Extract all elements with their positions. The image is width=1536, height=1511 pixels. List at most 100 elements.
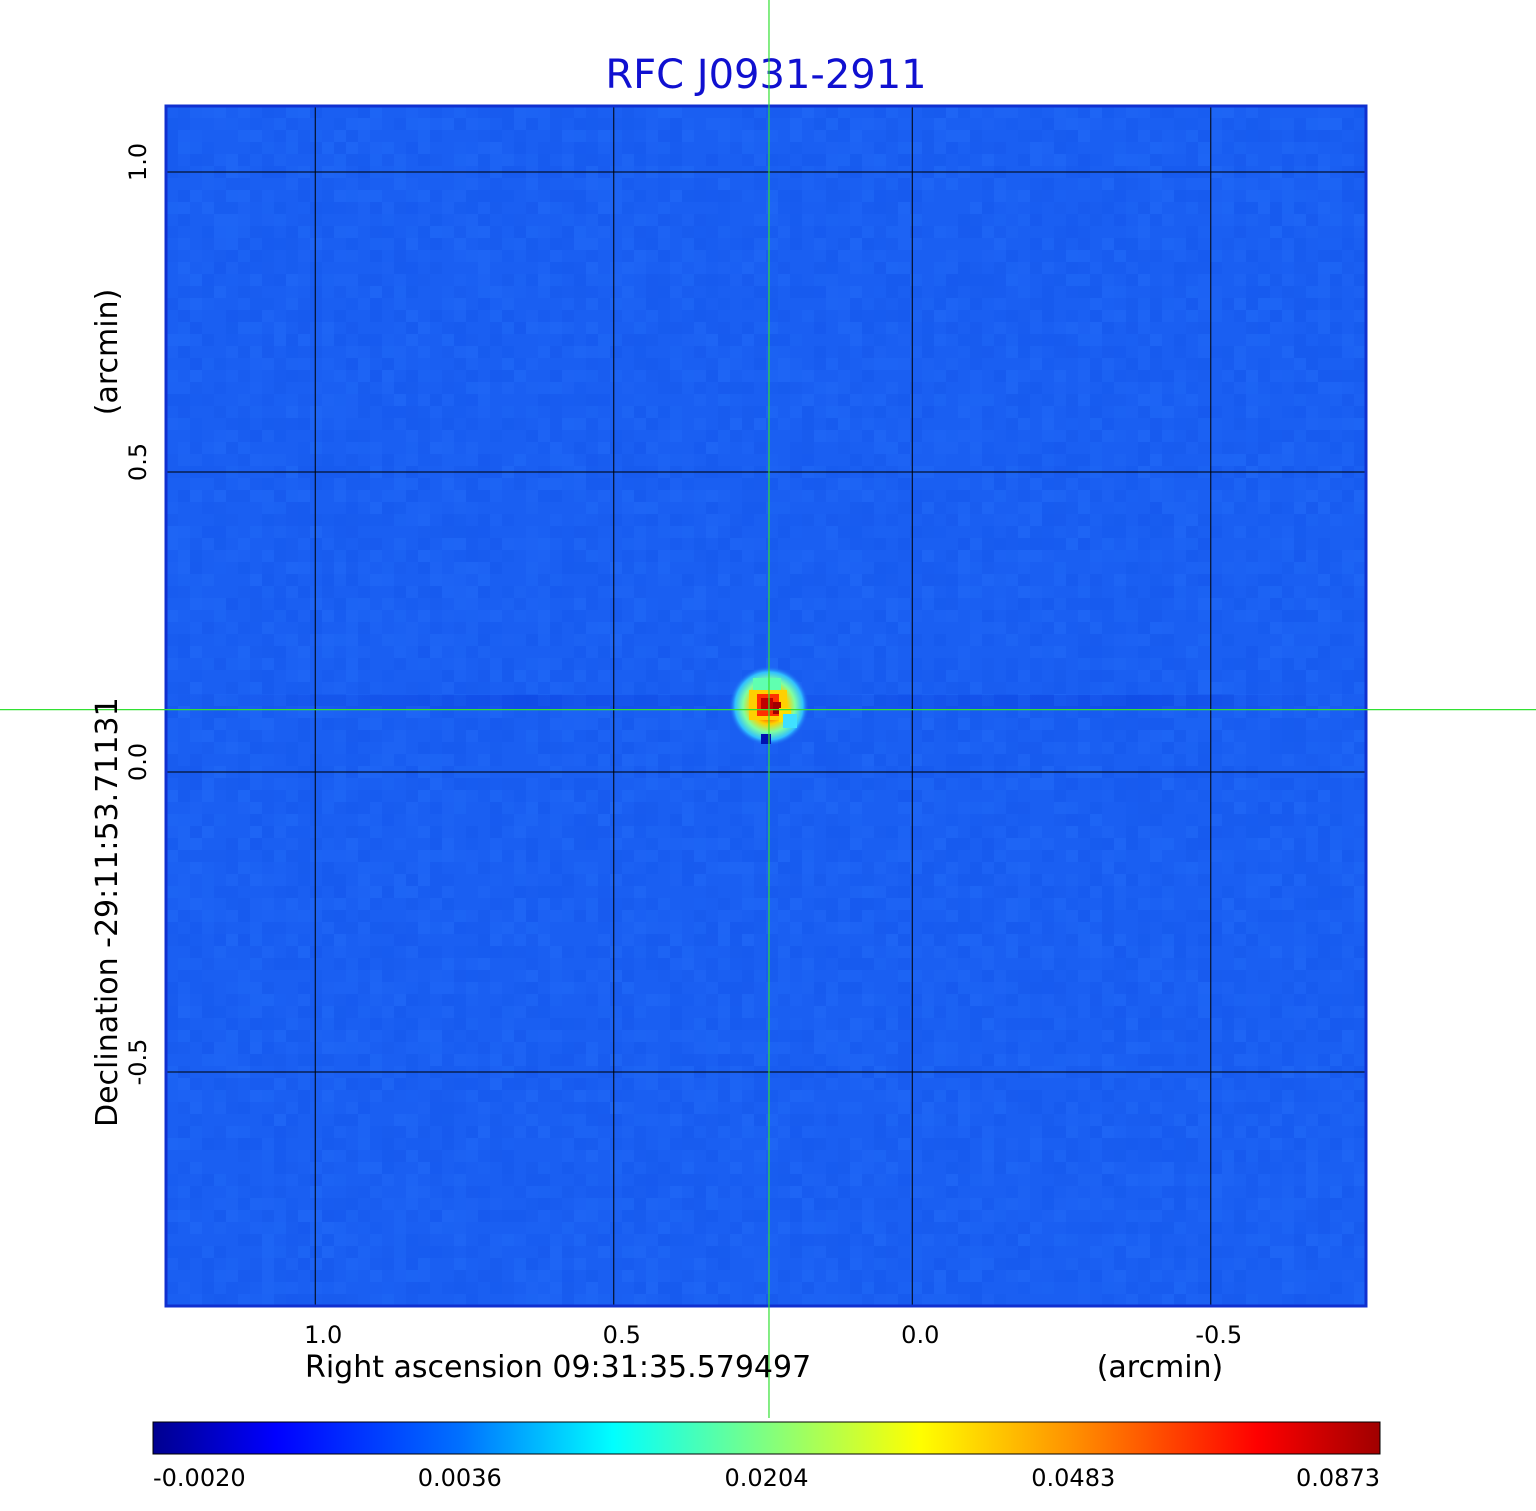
noise-cell [1282, 562, 1294, 574]
noise-cell [310, 130, 322, 142]
noise-cell [526, 898, 538, 910]
noise-cell [646, 550, 658, 562]
noise-cell [826, 178, 838, 190]
noise-cell [646, 850, 658, 862]
noise-cell [1042, 718, 1054, 730]
noise-cell [1342, 274, 1354, 286]
noise-cell [1162, 190, 1174, 202]
noise-cell [1222, 106, 1234, 118]
noise-cell [454, 334, 466, 346]
noise-cell [166, 658, 178, 670]
noise-cell [178, 394, 190, 406]
noise-cell [682, 754, 694, 766]
noise-cell [658, 658, 670, 670]
noise-cell [934, 382, 946, 394]
noise-cell [466, 442, 478, 454]
noise-cell [166, 718, 178, 730]
noise-cell [574, 802, 586, 814]
noise-cell [226, 982, 238, 994]
noise-cell [862, 322, 874, 334]
noise-cell [826, 286, 838, 298]
noise-cell [910, 346, 922, 358]
noise-cell [190, 622, 202, 634]
noise-cell [1222, 586, 1234, 598]
noise-cell [1018, 982, 1030, 994]
noise-cell [1354, 610, 1366, 622]
noise-cell [286, 286, 298, 298]
noise-cell [1090, 910, 1102, 922]
noise-cell [1042, 394, 1054, 406]
noise-cell [358, 922, 370, 934]
noise-cell [1210, 922, 1222, 934]
noise-cell [322, 322, 334, 334]
noise-cell [322, 274, 334, 286]
noise-cell [538, 994, 550, 1006]
noise-cell [850, 454, 862, 466]
noise-cell [262, 634, 274, 646]
noise-cell [946, 130, 958, 142]
noise-cell [1318, 790, 1330, 802]
noise-cell [598, 238, 610, 250]
noise-cell [1306, 1006, 1318, 1018]
noise-cell [370, 718, 382, 730]
noise-cell [490, 238, 502, 250]
noise-cell [766, 370, 778, 382]
noise-cell [1270, 874, 1282, 886]
noise-cell [490, 106, 502, 118]
noise-cell [1234, 130, 1246, 142]
noise-cell [490, 178, 502, 190]
noise-cell [1030, 838, 1042, 850]
noise-cell [1174, 658, 1186, 670]
noise-cell [1354, 310, 1366, 322]
noise-cell [730, 418, 742, 430]
noise-cell [574, 838, 586, 850]
noise-cell [370, 286, 382, 298]
noise-cell [346, 406, 358, 418]
noise-cell [382, 346, 394, 358]
noise-cell [178, 934, 190, 946]
noise-cell [622, 814, 634, 826]
noise-cell [862, 574, 874, 586]
noise-cell [874, 406, 886, 418]
noise-cell [394, 1018, 406, 1030]
noise-cell [490, 658, 502, 670]
noise-cell [982, 394, 994, 406]
noise-cell [514, 106, 526, 118]
noise-cell [190, 958, 202, 970]
noise-cell [418, 826, 430, 838]
noise-cell [754, 130, 766, 142]
noise-cell [994, 238, 1006, 250]
noise-cell [682, 634, 694, 646]
noise-cell [622, 118, 634, 130]
noise-cell [862, 790, 874, 802]
noise-cell [1150, 982, 1162, 994]
noise-cell [346, 634, 358, 646]
noise-cell [406, 982, 418, 994]
noise-cell [610, 982, 622, 994]
noise-cell [166, 790, 178, 802]
noise-cell [1138, 154, 1150, 166]
noise-cell [598, 154, 610, 166]
noise-cell [922, 862, 934, 874]
noise-cell [874, 886, 886, 898]
noise-cell [406, 658, 418, 670]
noise-cell [1150, 178, 1162, 190]
noise-cell [1306, 658, 1318, 670]
noise-cell [322, 838, 334, 850]
noise-cell [466, 598, 478, 610]
noise-cell [1054, 910, 1066, 922]
noise-cell [490, 802, 502, 814]
noise-cell [886, 286, 898, 298]
noise-cell [922, 346, 934, 358]
noise-cell [1306, 418, 1318, 430]
noise-cell [454, 574, 466, 586]
noise-cell [718, 910, 730, 922]
noise-cell [898, 550, 910, 562]
noise-cell [322, 370, 334, 382]
noise-cell [838, 190, 850, 202]
noise-cell [262, 982, 274, 994]
noise-cell [502, 826, 514, 838]
noise-cell [682, 730, 694, 742]
noise-cell [1078, 586, 1090, 598]
noise-cell [1222, 718, 1234, 730]
